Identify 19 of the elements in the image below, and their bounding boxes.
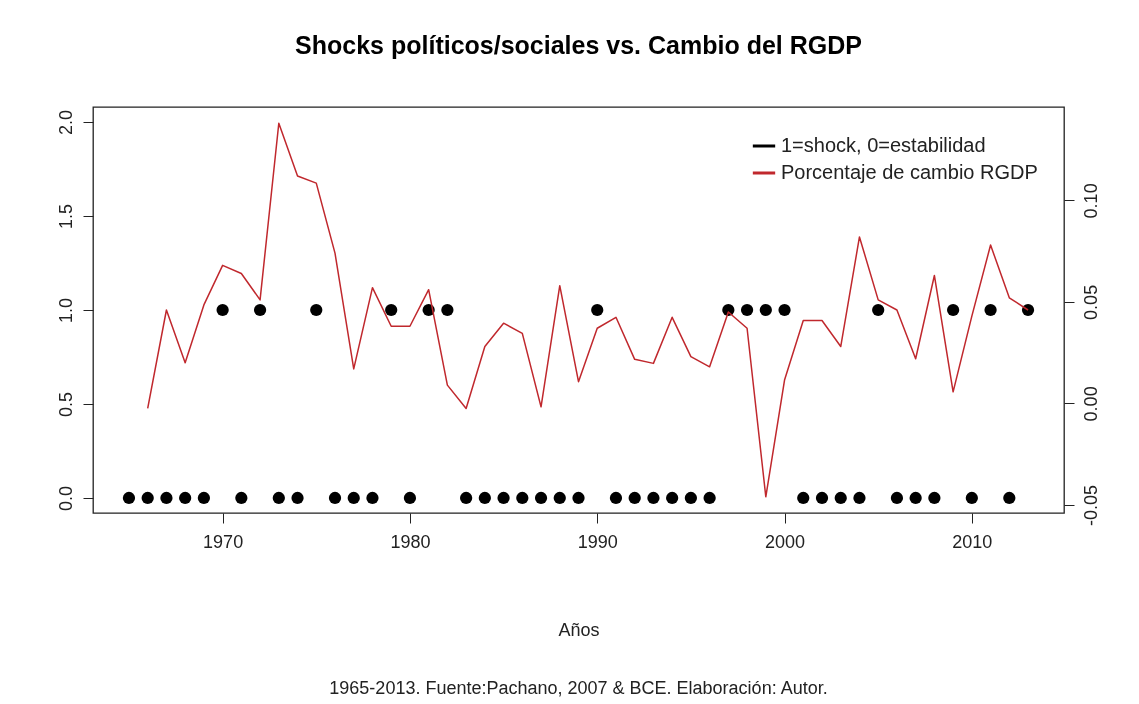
y2-tick-label: 0.05 (1080, 284, 1101, 320)
y-tick-label: 0.5 (55, 391, 76, 417)
y-tick-label: 1.0 (55, 297, 76, 324)
x-tick-label: 1980 (390, 531, 431, 552)
y2-tick-label: -0.05 (1080, 484, 1101, 526)
y2-tick-label: 0.10 (1080, 183, 1101, 219)
x-tick-label: 1970 (203, 531, 244, 552)
x-tick-label: 2000 (765, 531, 806, 552)
y-tick-label: 0.0 (55, 485, 76, 511)
x-tick-label: 2010 (952, 531, 993, 552)
y-tick-label: 1.5 (55, 204, 76, 230)
chart-title: Shocks políticos/sociales vs. Cambio del RGDP (295, 31, 862, 59)
x-tick-label: 1990 (577, 531, 618, 552)
y-tick-label: 2.0 (55, 110, 76, 136)
legend-label: Porcentaje de cambio RGDP (781, 161, 1038, 183)
x-axis-title: Años (558, 619, 600, 640)
text: 1965-2013. Fuente:Pachano, 2007 & BCE. Elaboración: Autor. (329, 678, 828, 698)
y2-tick-label: 0.00 (1080, 386, 1101, 422)
legend-label: 1=shock, 0=estabilidad (781, 134, 986, 156)
